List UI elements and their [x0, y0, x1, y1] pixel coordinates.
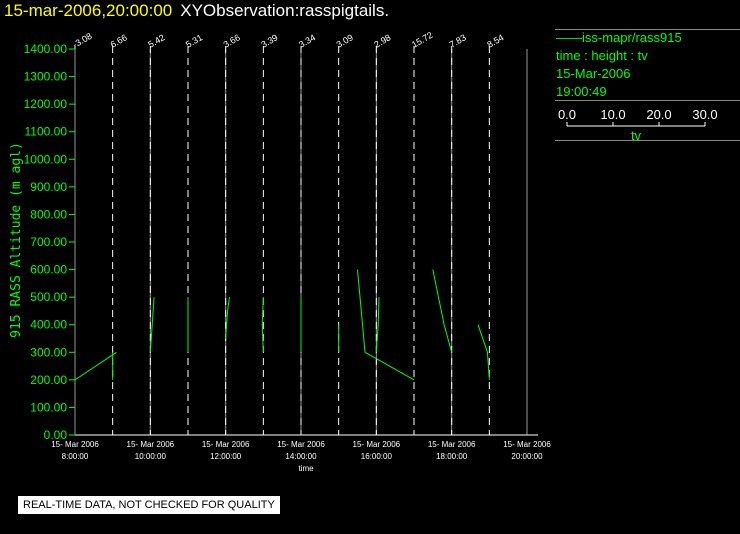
title-name: XYObservation:rasspigtails.	[180, 1, 390, 20]
series-segment	[375, 297, 380, 353]
legend-scale-title: tv	[631, 128, 642, 143]
y-tick-label: 800.00	[30, 207, 67, 221]
profile-label: 2.98	[372, 32, 392, 49]
profile-label: 8.54	[485, 32, 505, 49]
y-tick-label: 500.00	[30, 290, 67, 304]
series-segment	[357, 269, 415, 381]
x-tick-date: 15- Mar 2006	[202, 440, 250, 449]
profile-label: 3.66	[222, 32, 242, 49]
x-tick-date: 15- Mar 2006	[503, 440, 551, 449]
title-date: 15-mar-2006,20:00:00	[4, 1, 173, 20]
x-tick-date: 15- Mar 2006	[428, 440, 476, 449]
profile-label: 5.42	[146, 32, 166, 49]
legend-divider	[555, 100, 740, 101]
legend-scale-label: 10.0	[600, 107, 625, 122]
y-tick-label: 1100.00	[25, 125, 68, 139]
series-segment	[149, 297, 155, 353]
profile-label: 3.09	[335, 32, 355, 49]
series-segment	[432, 269, 453, 353]
profile-label: 3.39	[259, 32, 279, 49]
legend-series: ——iss-mapr/rass915	[556, 30, 682, 45]
y-tick-label: 600.00	[30, 263, 67, 277]
y-axis-label: 915 RASS Altitude (m agl)	[9, 142, 24, 338]
chart-title: 15-mar-2006,20:00:00 XYObservation:rasspi…	[4, 1, 389, 21]
series-segment	[74, 351, 117, 381]
profile-label: 7.83	[448, 32, 468, 49]
y-tick-label: 0.00	[44, 428, 68, 442]
x-tick-date: 15- Mar 2006	[51, 440, 99, 449]
x-axis-label: time	[298, 464, 314, 473]
legend-scale-label: 0.0	[558, 107, 576, 122]
profile-label: -3.08	[71, 31, 94, 50]
x-tick-time: 10:00:00	[135, 452, 167, 461]
y-tick-label: 1000.00	[24, 152, 68, 166]
profile-label: 15.72	[410, 30, 435, 50]
legend-scale-label: 20.0	[646, 107, 671, 122]
profile-label: 3.34	[297, 32, 317, 49]
y-tick-label: 900.00	[30, 180, 67, 194]
series-segment	[225, 297, 230, 339]
y-tick-label: 1300.00	[24, 70, 68, 84]
x-tick-time: 18:00:00	[436, 452, 468, 461]
legend-date: 15-Mar-2006	[556, 66, 631, 81]
y-tick-label: 400.00	[30, 318, 67, 332]
x-tick-time: 12:00:00	[210, 452, 242, 461]
y-tick-label: 700.00	[30, 235, 67, 249]
legend-divider	[555, 140, 740, 141]
x-tick-time: 16:00:00	[361, 452, 393, 461]
y-tick-label: 1400.00	[24, 42, 68, 56]
y-tick-label: 200.00	[30, 373, 67, 387]
legend-divider	[555, 29, 740, 30]
x-tick-date: 15- Mar 2006	[127, 440, 175, 449]
profile-label: 6.66	[109, 32, 129, 49]
legend-scale-label: 30.0	[692, 107, 717, 122]
legend-fields: time : height : tv	[556, 48, 648, 63]
series-segment	[477, 324, 490, 380]
x-tick-date: 15- Mar 2006	[277, 440, 325, 449]
x-tick-time: 8:00:00	[62, 452, 89, 461]
series-segment	[261, 297, 264, 353]
profile-label: 5.31	[184, 32, 204, 49]
x-tick-date: 15- Mar 2006	[353, 440, 401, 449]
x-tick-time: 14:00:00	[285, 452, 317, 461]
legend-time: 19:00:49	[556, 84, 607, 99]
x-tick-time: 20:00:00	[511, 452, 543, 461]
quality-disclaimer: REAL-TIME DATA, NOT CHECKED FOR QUALITY	[18, 496, 280, 514]
y-tick-label: 300.00	[30, 345, 67, 359]
y-tick-label: 1200.00	[24, 97, 68, 111]
y-tick-label: 100.00	[30, 400, 67, 414]
